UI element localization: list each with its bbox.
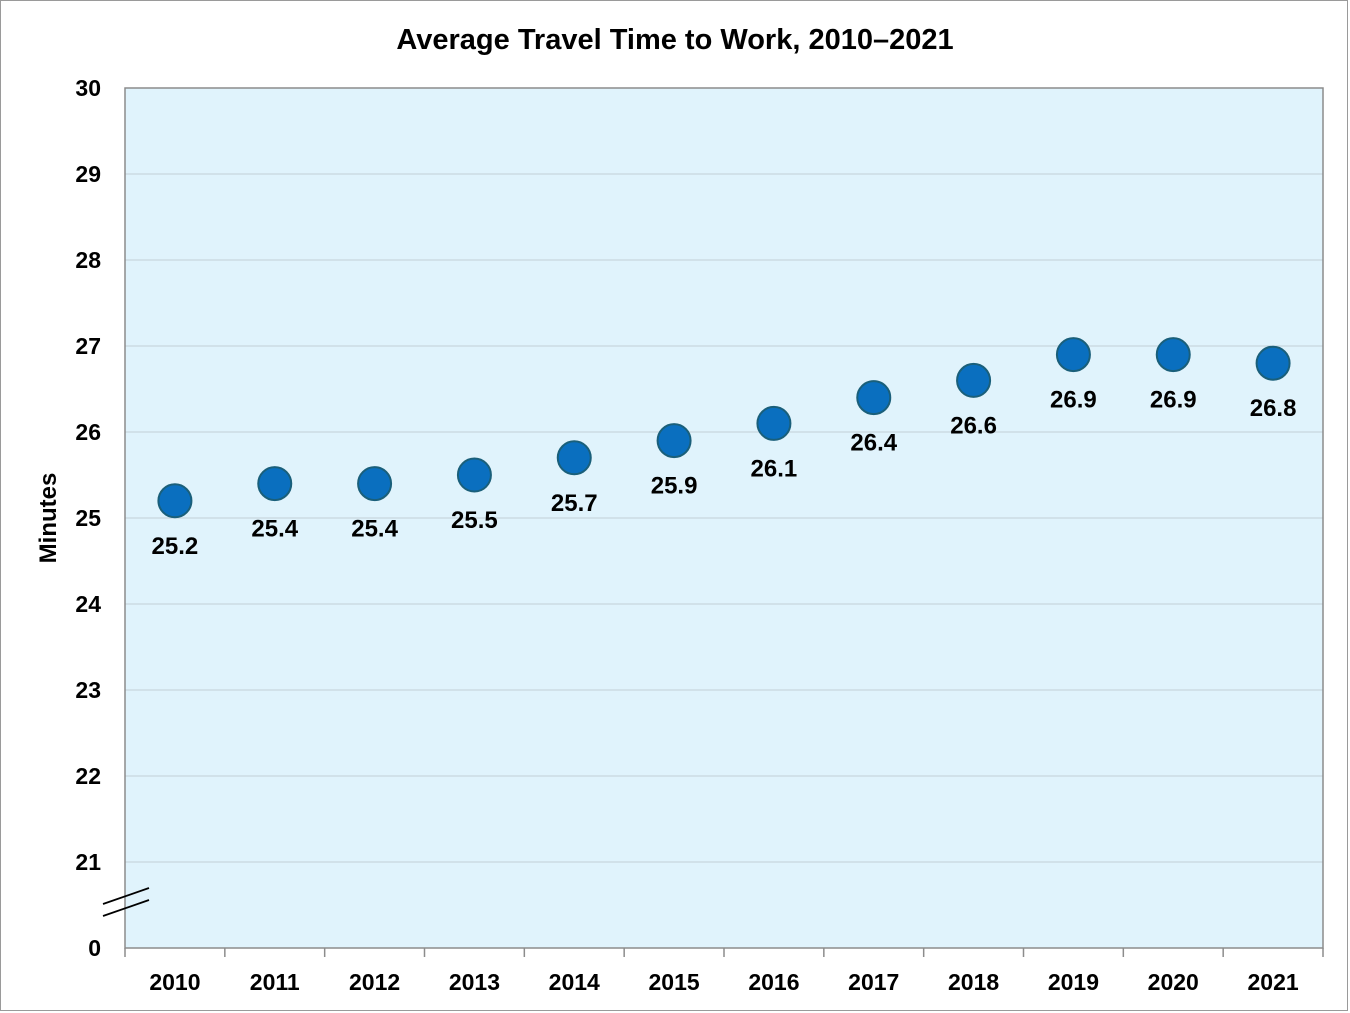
y-axis-label: Minutes — [35, 473, 62, 564]
data-label: 25.7 — [551, 490, 598, 517]
x-tick-label: 2015 — [648, 969, 699, 995]
y-tick-label: 25 — [75, 505, 101, 531]
x-tick-label: 2017 — [848, 969, 899, 995]
data-label: 25.5 — [451, 507, 498, 534]
data-point — [257, 466, 293, 502]
x-tick-label: 2016 — [748, 969, 799, 995]
data-label: 26.1 — [751, 455, 798, 482]
data-point — [1055, 337, 1091, 373]
data-point — [556, 440, 592, 476]
y-axis-ticks: 30 29 28 27 26 25 24 23 22 21 0 — [75, 75, 101, 961]
y-tick-label: 24 — [75, 591, 101, 617]
data-label: 25.2 — [152, 533, 199, 560]
axis-break-mark — [102, 887, 150, 917]
x-tick-label: 2010 — [149, 969, 200, 995]
data-point — [1255, 345, 1291, 381]
y-tick-label: 30 — [75, 75, 101, 101]
data-labels: 25.2 25.4 25.4 25.5 25.7 25.9 26.1 26.4 26.6 26.9… — [152, 387, 1297, 560]
data-points — [157, 337, 1291, 519]
data-point — [357, 466, 393, 502]
y-tick-label: 21 — [75, 849, 101, 875]
x-tick-label: 2012 — [349, 969, 400, 995]
x-tick-label: 2020 — [1148, 969, 1199, 995]
data-label: 26.4 — [850, 430, 897, 457]
data-label: 25.4 — [251, 516, 298, 543]
y-tick-label: 23 — [75, 677, 101, 703]
data-label: 25.4 — [351, 516, 398, 543]
x-tick-label: 2014 — [549, 969, 600, 995]
axis-break-line — [102, 887, 150, 905]
x-tick-label: 2019 — [1048, 969, 1099, 995]
y-tick-label: 28 — [75, 247, 101, 273]
data-label: 26.9 — [1050, 387, 1097, 414]
data-point — [456, 457, 492, 493]
y-tick-label: 29 — [75, 161, 101, 187]
y-tick-label: 22 — [75, 763, 101, 789]
data-point — [956, 362, 992, 398]
data-point — [656, 423, 692, 459]
data-point — [1155, 337, 1191, 373]
data-point — [756, 405, 792, 441]
data-label: 26.6 — [950, 412, 997, 439]
chart-title: Average Travel Time to Work, 2010–2021 — [396, 24, 953, 56]
data-point — [856, 380, 892, 416]
y-tick-label: 0 — [88, 935, 101, 961]
x-tick-label: 2013 — [449, 969, 500, 995]
y-tick-label: 27 — [75, 333, 101, 359]
x-tick-label: 2021 — [1247, 969, 1298, 995]
y-tick-label: 26 — [75, 419, 101, 445]
gridlines — [125, 173, 1323, 863]
x-tick-label: 2018 — [948, 969, 999, 995]
x-tick-label: 2011 — [250, 969, 300, 995]
data-label: 25.9 — [651, 473, 698, 500]
data-label: 26.9 — [1150, 387, 1197, 414]
data-point — [157, 483, 193, 519]
x-axis-ticks: 2010 2011 2012 2013 2014 2015 2016 2017 2018 2019… — [124, 948, 1324, 995]
axis-break-line — [102, 899, 150, 917]
data-label: 26.8 — [1250, 395, 1297, 422]
